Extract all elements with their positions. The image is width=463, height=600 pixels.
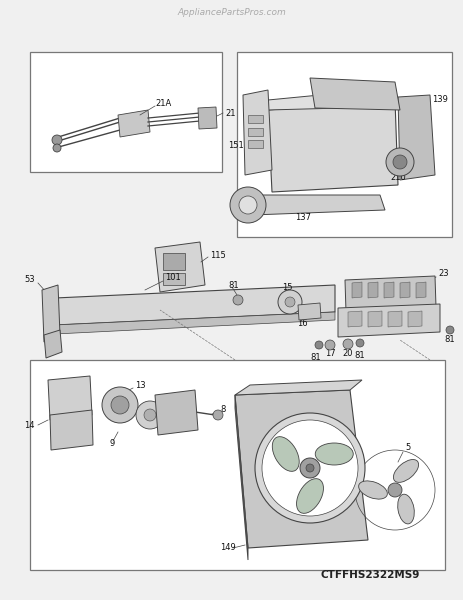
Polygon shape <box>383 282 393 298</box>
Circle shape <box>102 387 138 423</box>
Ellipse shape <box>272 437 299 472</box>
Text: 81: 81 <box>444 335 454 344</box>
Text: 5: 5 <box>404 443 409 452</box>
Text: 151: 151 <box>228 140 244 149</box>
Polygon shape <box>367 282 377 298</box>
Text: 53: 53 <box>25 275 35 284</box>
Text: 101: 101 <box>165 274 181 283</box>
Text: 14: 14 <box>25 421 35 430</box>
Polygon shape <box>234 380 361 395</box>
Polygon shape <box>50 410 93 450</box>
Polygon shape <box>309 78 399 110</box>
Polygon shape <box>387 311 401 327</box>
Text: 81: 81 <box>227 280 238 289</box>
Circle shape <box>314 341 322 349</box>
Circle shape <box>305 464 313 472</box>
Circle shape <box>52 135 62 145</box>
Text: 210A: 210A <box>329 83 351 92</box>
Text: 81: 81 <box>309 353 320 362</box>
Bar <box>237 52 451 237</box>
Bar <box>30 52 221 172</box>
Polygon shape <box>268 95 394 110</box>
Bar <box>163 273 185 285</box>
Text: CTFFHS2322MS9: CTFFHS2322MS9 <box>319 570 419 580</box>
Text: 20: 20 <box>342 349 352 358</box>
Circle shape <box>355 339 363 347</box>
Circle shape <box>392 155 406 169</box>
Polygon shape <box>367 311 381 327</box>
Polygon shape <box>118 110 150 137</box>
Text: 21: 21 <box>225 109 235 118</box>
Circle shape <box>342 339 352 349</box>
Circle shape <box>255 413 364 523</box>
Polygon shape <box>55 285 334 325</box>
Polygon shape <box>48 376 92 420</box>
Text: 21A: 21A <box>155 98 171 107</box>
Polygon shape <box>155 242 205 292</box>
Polygon shape <box>155 390 198 435</box>
Circle shape <box>111 396 129 414</box>
Polygon shape <box>399 282 409 298</box>
Circle shape <box>53 144 61 152</box>
Text: 23: 23 <box>437 269 448 278</box>
Ellipse shape <box>358 481 387 499</box>
Text: 210: 210 <box>389 173 405 182</box>
Text: 15: 15 <box>282 283 292 292</box>
Text: 149: 149 <box>219 544 235 553</box>
Circle shape <box>445 326 453 334</box>
Polygon shape <box>297 303 320 320</box>
Polygon shape <box>234 395 247 560</box>
Polygon shape <box>55 312 334 334</box>
Polygon shape <box>234 390 367 548</box>
Ellipse shape <box>314 443 352 465</box>
Circle shape <box>385 148 413 176</box>
Bar <box>247 128 263 136</box>
Ellipse shape <box>393 460 418 482</box>
Text: 139: 139 <box>431 95 447 104</box>
Polygon shape <box>247 195 384 215</box>
Circle shape <box>284 297 294 307</box>
Bar <box>247 115 263 123</box>
Circle shape <box>232 295 243 305</box>
Polygon shape <box>268 100 397 192</box>
Text: 115: 115 <box>210 251 225 259</box>
Text: 9: 9 <box>110 439 115 448</box>
Bar <box>247 140 263 148</box>
Circle shape <box>387 483 401 497</box>
Ellipse shape <box>397 494 413 524</box>
Text: 16: 16 <box>296 319 307 328</box>
Circle shape <box>324 340 334 350</box>
Text: 8: 8 <box>219 406 225 415</box>
Polygon shape <box>397 95 434 180</box>
Circle shape <box>230 187 265 223</box>
Text: 17: 17 <box>324 349 335 358</box>
Polygon shape <box>347 311 361 327</box>
Polygon shape <box>407 311 421 327</box>
Polygon shape <box>44 330 62 358</box>
Polygon shape <box>337 304 439 337</box>
Polygon shape <box>198 107 217 129</box>
Polygon shape <box>243 90 271 175</box>
Text: 13: 13 <box>135 380 145 389</box>
Text: 81: 81 <box>354 352 364 361</box>
Text: 137: 137 <box>294 214 310 223</box>
Circle shape <box>136 401 163 429</box>
Ellipse shape <box>296 479 323 514</box>
Text: AppliancePartsPros.com: AppliancePartsPros.com <box>177 8 286 17</box>
Circle shape <box>238 196 257 214</box>
Circle shape <box>213 410 223 420</box>
Polygon shape <box>415 282 425 298</box>
Bar <box>163 253 185 270</box>
Polygon shape <box>351 282 361 298</box>
Circle shape <box>262 420 357 516</box>
Bar <box>30 360 444 570</box>
Circle shape <box>277 290 301 314</box>
Circle shape <box>300 458 319 478</box>
Circle shape <box>144 409 156 421</box>
Polygon shape <box>42 285 60 342</box>
Polygon shape <box>344 276 435 312</box>
